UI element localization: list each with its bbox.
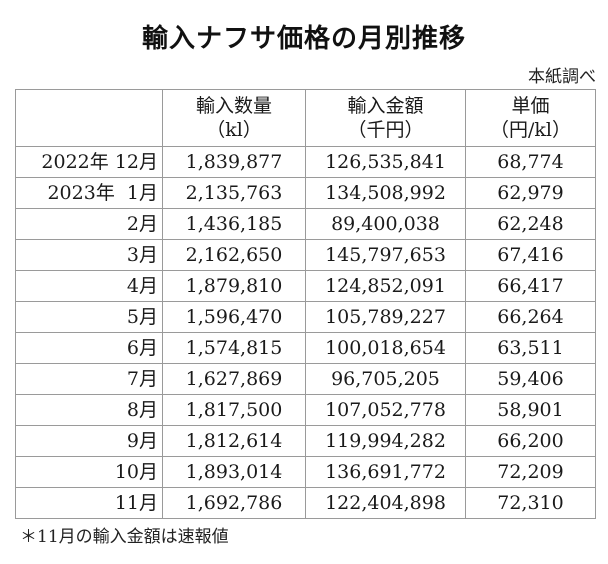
table-header-row: 輸入数量 （kl） 輸入金額 （千円） 単価 （円/kl） [15,89,596,147]
footnote: ＊11月の輸入金額は速報値 [20,527,229,547]
table-row: 9月 1,812,614 119,994,282 66,200 [15,425,596,457]
cell-unit-price: 62,979 [465,177,596,209]
cell-amount: 105,789,227 [305,301,466,333]
cell-amount: 100,018,654 [305,332,466,364]
table-row: 11月 1,692,786 122,404,898 72,310 [15,487,596,519]
cell-period: 7月 [15,363,163,395]
cell-unit-price: 63,511 [465,332,596,364]
cell-unit-price: 66,200 [465,425,596,457]
cell-period: 2023年 1月 [15,177,163,209]
header-label: 輸入金額 [347,95,424,117]
header-label: 輸入数量 [195,95,272,117]
cell-amount: 126,535,841 [305,146,466,178]
source-note: 本紙調べ [528,67,596,87]
table-row: 2023年 1月 2,135,763 134,508,992 62,979 [15,177,596,209]
cell-amount: 96,705,205 [305,363,466,395]
cell-period: 8月 [15,394,163,426]
cell-quantity: 2,162,650 [162,239,306,271]
cell-amount: 136,691,772 [305,456,466,488]
cell-unit-price: 68,774 [465,146,596,178]
cell-quantity: 1,574,815 [162,332,306,364]
cell-period: 9月 [15,425,163,457]
cell-amount: 145,797,653 [305,239,466,271]
cell-quantity: 1,596,470 [162,301,306,333]
header-period [15,89,163,147]
header-unit: （円/kl） [490,119,571,141]
table-row: 5月 1,596,470 105,789,227 66,264 [15,301,596,333]
cell-quantity: 1,839,877 [162,146,306,178]
cell-period: 5月 [15,301,163,333]
header-unit-price: 単価 （円/kl） [465,89,596,147]
table-row: 3月 2,162,650 145,797,653 67,416 [15,239,596,271]
cell-quantity: 1,893,014 [162,456,306,488]
cell-period: 6月 [15,332,163,364]
cell-unit-price: 66,264 [465,301,596,333]
cell-period: 3月 [15,239,163,271]
header-unit: （千円） [347,119,424,141]
table-row: 2022年 12月 1,839,877 126,535,841 68,774 [15,146,596,178]
cell-unit-price: 72,310 [465,487,596,519]
cell-amount: 124,852,091 [305,270,466,302]
cell-amount: 107,052,778 [305,394,466,426]
cell-unit-price: 62,248 [465,208,596,240]
cell-unit-price: 59,406 [465,363,596,395]
cell-period: 10月 [15,456,163,488]
table-row: 10月 1,893,014 136,691,772 72,209 [15,456,596,488]
cell-quantity: 2,135,763 [162,177,306,209]
table-row: 7月 1,627,869 96,705,205 59,406 [15,363,596,395]
table-row: 8月 1,817,500 107,052,778 58,901 [15,394,596,426]
cell-unit-price: 58,901 [465,394,596,426]
cell-unit-price: 66,417 [465,270,596,302]
cell-quantity: 1,436,185 [162,208,306,240]
cell-quantity: 1,812,614 [162,425,306,457]
cell-quantity: 1,627,869 [162,363,306,395]
cell-period: 2022年 12月 [15,146,163,178]
header-amount: 輸入金額 （千円） [305,89,466,147]
cell-quantity: 1,692,786 [162,487,306,519]
cell-amount: 134,508,992 [305,177,466,209]
cell-quantity: 1,817,500 [162,394,306,426]
cell-period: 4月 [15,270,163,302]
table-row: 6月 1,574,815 100,018,654 63,511 [15,332,596,364]
cell-unit-price: 72,209 [465,456,596,488]
header-quantity: 輸入数量 （kl） [162,89,306,147]
table-row: 2月 1,436,185 89,400,038 62,248 [15,208,596,240]
header-label: 単価 [511,95,550,117]
cell-quantity: 1,879,810 [162,270,306,302]
cell-period: 2月 [15,208,163,240]
table-row: 4月 1,879,810 124,852,091 66,417 [15,270,596,302]
cell-period: 11月 [15,487,163,519]
cell-amount: 89,400,038 [305,208,466,240]
naphtha-price-table: 輸入数量 （kl） 輸入金額 （千円） 単価 （円/kl） 2022年 12月 … [15,89,596,519]
cell-amount: 122,404,898 [305,487,466,519]
cell-amount: 119,994,282 [305,425,466,457]
page-title: 輸入ナフサ価格の月別推移 [141,24,466,54]
cell-unit-price: 67,416 [465,239,596,271]
header-unit: （kl） [206,119,262,141]
